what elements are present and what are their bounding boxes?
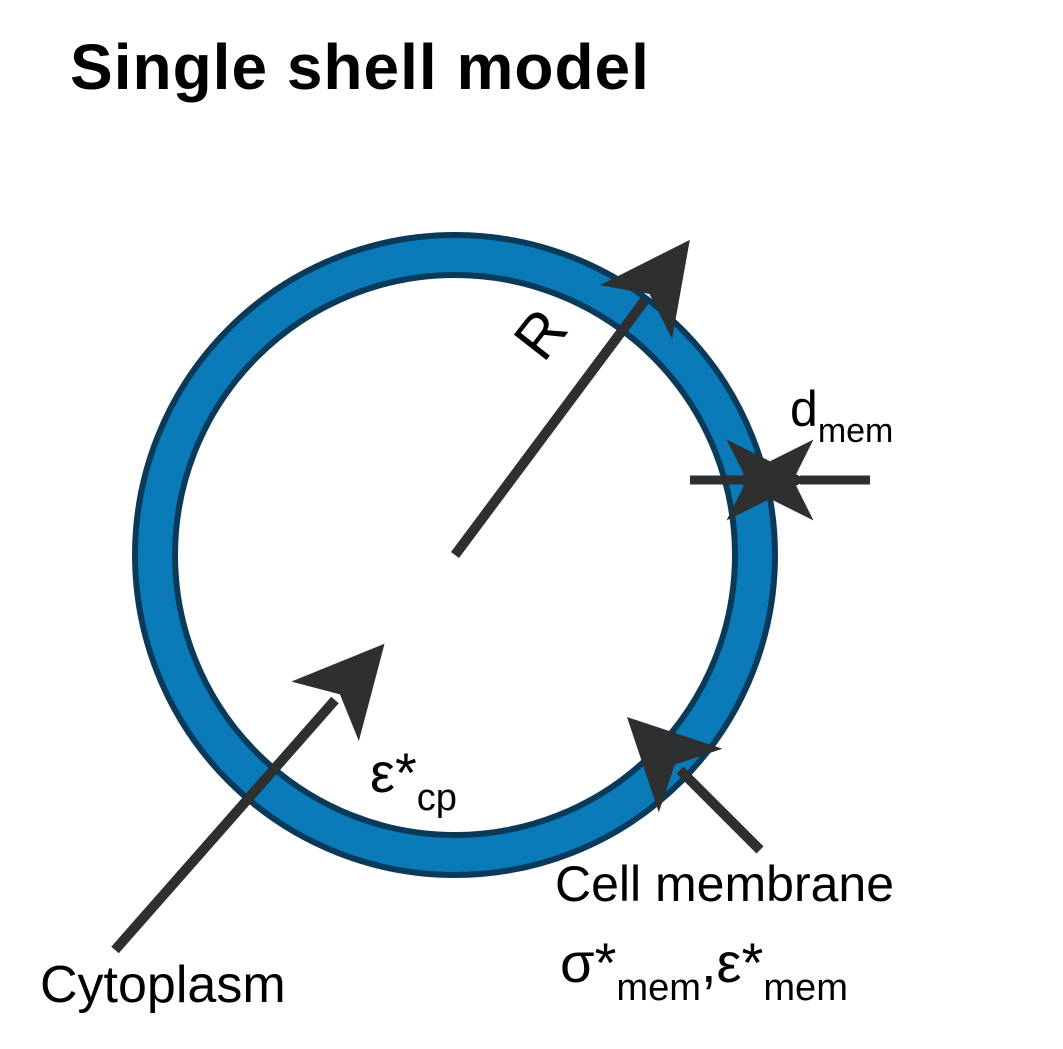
sigma-sub: mem [616, 967, 701, 1009]
eps-cp-label: ε*cp [370, 740, 457, 814]
eps-cp-main: ε* [370, 741, 417, 804]
dmem-label: dmem [790, 380, 893, 446]
comma: , [701, 931, 717, 994]
eps-main: ε* [717, 931, 764, 994]
eps-cp-sub: cp [417, 777, 457, 819]
membrane-label: Cell membrane [555, 855, 894, 913]
sigma-main: σ* [560, 931, 616, 994]
membrane-arrow [680, 770, 760, 850]
diagram-canvas: Single shell model R dmem ε*cp Cell memb… [0, 0, 1063, 1049]
cytoplasm-label: Cytoplasm [40, 955, 286, 1015]
dmem-sub: mem [818, 412, 894, 450]
dmem-main: d [790, 381, 818, 437]
diagram-svg [0, 0, 1063, 1049]
eps-sub: mem [763, 967, 848, 1009]
sigma-eps-label: σ*mem,ε*mem [560, 930, 848, 1004]
